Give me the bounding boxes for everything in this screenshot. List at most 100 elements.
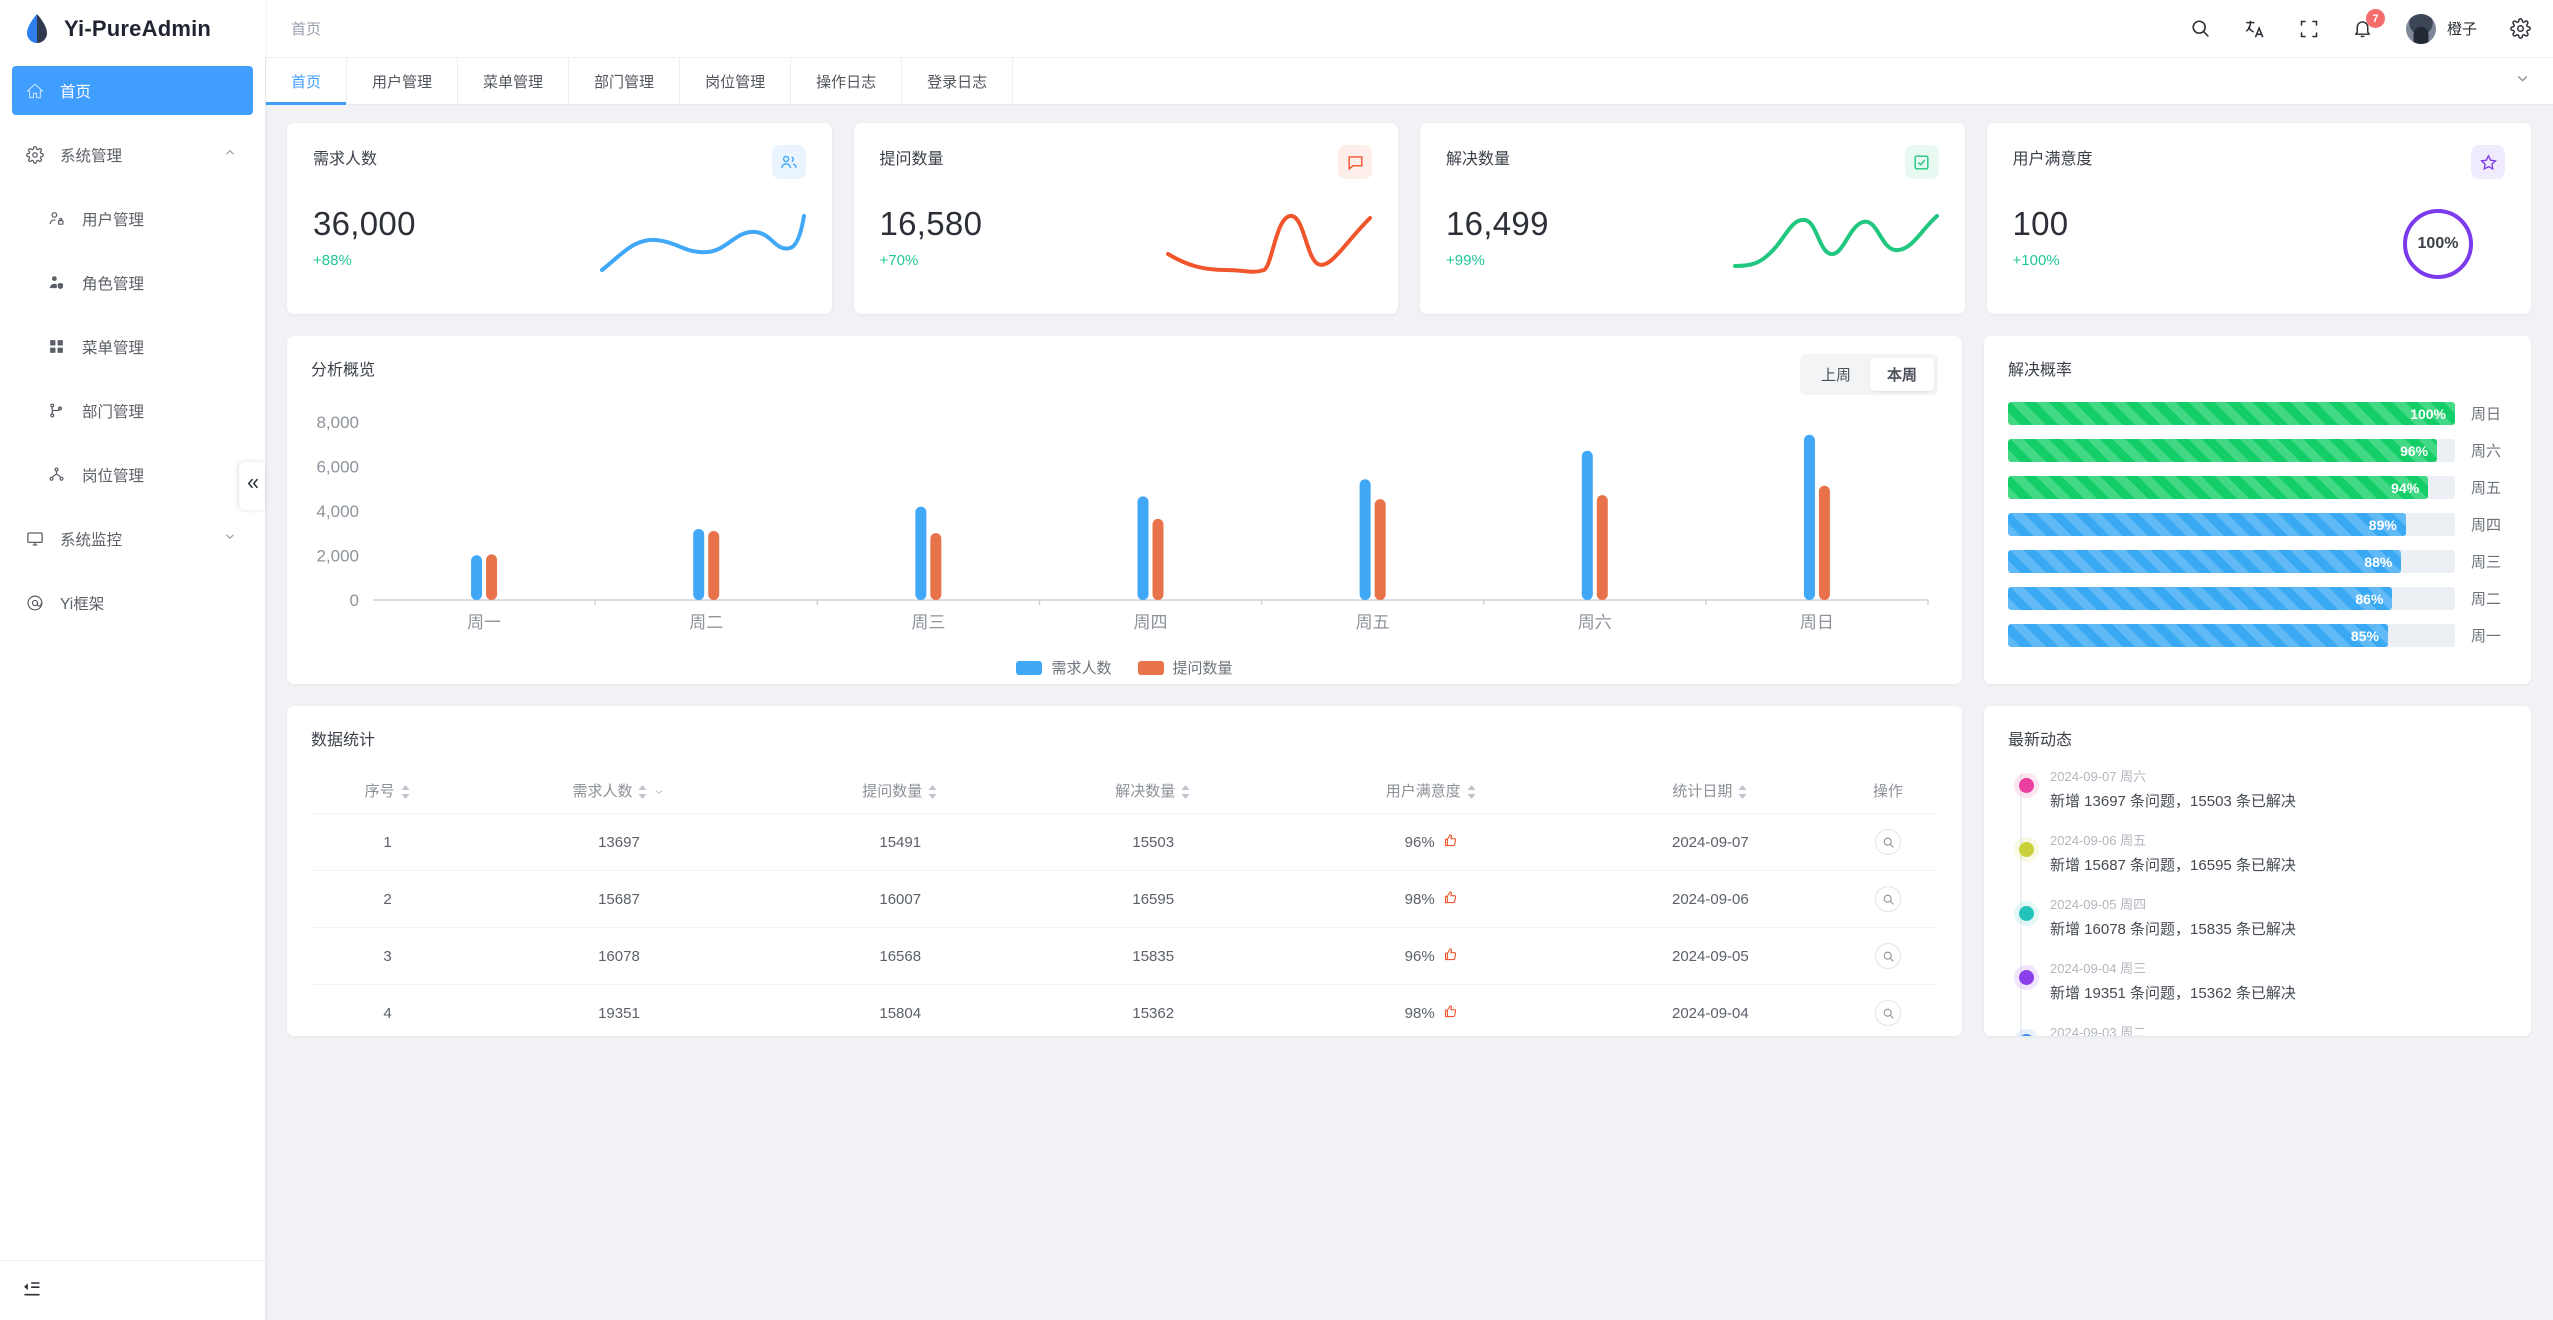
topbar: 首页 7 (265, 0, 2553, 58)
timeline-text: 新增 13697 条问题，15503 条已解决 (2050, 793, 2296, 810)
sidebar-item-label: Yi框架 (60, 595, 105, 613)
probability-row: 96% 周六 (2008, 439, 2507, 462)
bar-chart: 0 2,000 4,000 6,000 8,000 周一 周二 周三 周四 周五 周六 周日 (311, 394, 1938, 642)
sidebar-item-yi-framework[interactable]: Yi框架 (12, 578, 253, 627)
stat-delta: +88% (313, 252, 352, 269)
col-solve[interactable]: 解决数量 (1027, 768, 1280, 814)
collapse-panel-icon[interactable] (22, 1278, 42, 1303)
search-icon[interactable] (1875, 943, 1902, 969)
tab-label: 登录日志 (927, 73, 988, 91)
sidebar-item-role-management[interactable]: 角色管理 (12, 258, 253, 307)
fullscreen-icon[interactable] (2299, 19, 2319, 39)
svg-text:周五: 周五 (1356, 613, 1390, 632)
brand-title: Yi-PureAdmin (64, 16, 212, 41)
user-name: 橙子 (2446, 21, 2477, 38)
probability-fill: 94% (2008, 476, 2428, 499)
org-branch-icon (48, 402, 72, 419)
tab-department-management[interactable]: 部门管理 (569, 58, 681, 104)
segment-last-week[interactable]: 上周 (1820, 367, 1851, 384)
double-chevron-left-icon (245, 476, 260, 496)
activity-timeline: 2024-09-07 周六 新增 13697 条问题，15503 条已解决 20… (2008, 766, 2507, 1036)
legend-item-questions[interactable]: 提问数量 (1137, 657, 1233, 678)
table-row[interactable]: 4 19351 15804 15362 98% 2024-09-04 (311, 984, 1938, 1037)
probability-track: 89% (2008, 513, 2455, 536)
tab-label: 操作日志 (816, 73, 877, 91)
sort-icon[interactable] (927, 785, 938, 800)
chevron-up-icon (223, 145, 237, 164)
timeline-dot (2019, 842, 2034, 857)
table-row[interactable]: 1 13697 15491 15503 96% 2024-09-07 (311, 813, 1938, 871)
table-row[interactable]: 3 16078 16568 15835 96% 2024-09-05 (311, 927, 1938, 985)
sidebar-collapse-handle[interactable] (239, 462, 265, 510)
search-icon[interactable] (1875, 886, 1902, 912)
sidebar-item-menu-management[interactable]: 菜单管理 (12, 322, 253, 371)
timeline-dot (2019, 1034, 2034, 1036)
list-item[interactable]: 2024-09-07 周六 新增 13697 条问题，15503 条已解决 (2014, 766, 2507, 811)
sidebar-item-label: 系统管理 (60, 147, 123, 165)
avatar (2405, 13, 2436, 44)
timeline-line (2020, 774, 2022, 1036)
users-icon (771, 145, 806, 179)
star-icon (2471, 145, 2505, 179)
sort-icon[interactable] (400, 785, 411, 800)
tab-home[interactable]: 首页 (265, 58, 348, 105)
user-chip[interactable]: 橙子 (2405, 13, 2477, 44)
search-icon[interactable] (1875, 829, 1902, 855)
sort-icon[interactable] (1180, 785, 1191, 800)
bell-icon[interactable]: 7 (2352, 9, 2385, 39)
sort-icon[interactable] (1737, 785, 1748, 800)
probability-day-label: 周六 (2471, 443, 2502, 460)
bottom-row: 数据统计 序号 需求人数 提问数量 解决数量 用户满意度 统计日期 操作 (287, 706, 2531, 1036)
svg-text:周一: 周一 (467, 613, 501, 632)
col-no[interactable]: 序号 (311, 768, 464, 814)
cell-solve: 15835 (1132, 947, 1175, 965)
week-segment-control: 上周 本周 (1799, 354, 1938, 395)
cell-ask: 16568 (879, 947, 922, 965)
search-icon[interactable] (1875, 1000, 1902, 1026)
table-row[interactable]: 2 15687 16007 16595 98% 2024-09-06 (311, 870, 1938, 928)
gear-icon[interactable] (2510, 18, 2531, 39)
sidebar-item-position-management[interactable]: 岗位管理 (12, 450, 253, 499)
chevron-down-icon[interactable] (653, 786, 665, 798)
col-date[interactable]: 统计日期 (1583, 768, 1838, 814)
breadcrumb[interactable]: 首页 (291, 21, 322, 38)
sidebar-item-user-management[interactable]: 用户管理 (12, 194, 253, 243)
tab-login-log[interactable]: 登录日志 (902, 58, 1014, 104)
tab-position-management[interactable]: 岗位管理 (680, 58, 792, 104)
svg-text:6,000: 6,000 (316, 457, 359, 476)
translate-icon[interactable] (2244, 18, 2266, 40)
col-ask[interactable]: 提问数量 (774, 768, 1027, 814)
col-demand[interactable]: 需求人数 (464, 768, 774, 814)
tab-label: 首页 (291, 73, 322, 91)
tab-operation-log[interactable]: 操作日志 (791, 58, 903, 104)
brand[interactable]: Yi-PureAdmin (0, 0, 265, 58)
sort-icon[interactable] (637, 785, 648, 800)
water-drop-icon (22, 13, 52, 45)
legend-item-demand[interactable]: 需求人数 (1016, 657, 1112, 678)
sparkline-solved (1732, 214, 1939, 268)
list-item[interactable]: 2024-09-03 周二 新增 17227 条问题，16937 条已解决 (2014, 1022, 2507, 1036)
cell-no: 3 (383, 947, 392, 965)
sort-icon[interactable] (1466, 785, 1477, 800)
sidebar-item-system-management[interactable]: 系统管理 (12, 130, 253, 179)
node-tree-icon (48, 466, 72, 483)
sidebar-item-home[interactable]: 首页 (12, 66, 253, 115)
tab-user-management[interactable]: 用户管理 (347, 58, 459, 104)
probability-row: 89% 周四 (2008, 513, 2507, 536)
sidebar-item-department-management[interactable]: 部门管理 (12, 386, 253, 435)
probability-fill: 86% (2008, 587, 2392, 610)
tab-menu-management[interactable]: 菜单管理 (458, 58, 570, 104)
tabbar-dropdown-button[interactable] (2492, 58, 2553, 104)
chevron-down-icon (223, 529, 237, 548)
tab-label: 菜单管理 (483, 73, 544, 91)
list-item[interactable]: 2024-09-05 周四 新增 16078 条问题，15835 条已解决 (2014, 894, 2507, 939)
cell-satisfaction: 96% (1280, 928, 1583, 985)
list-item[interactable]: 2024-09-04 周三 新增 19351 条问题，15362 条已解决 (2014, 958, 2507, 1003)
col-satisfaction[interactable]: 用户满意度 (1280, 768, 1583, 814)
probability-fill: 96% (2008, 439, 2437, 462)
probability-track: 86% (2008, 587, 2455, 610)
list-item[interactable]: 2024-09-06 周五 新增 15687 条问题，16595 条已解决 (2014, 830, 2507, 875)
sidebar-item-system-monitor[interactable]: 系统监控 (12, 514, 253, 563)
search-icon[interactable] (2190, 18, 2211, 39)
segment-this-week[interactable]: 本周 (1869, 358, 1934, 391)
